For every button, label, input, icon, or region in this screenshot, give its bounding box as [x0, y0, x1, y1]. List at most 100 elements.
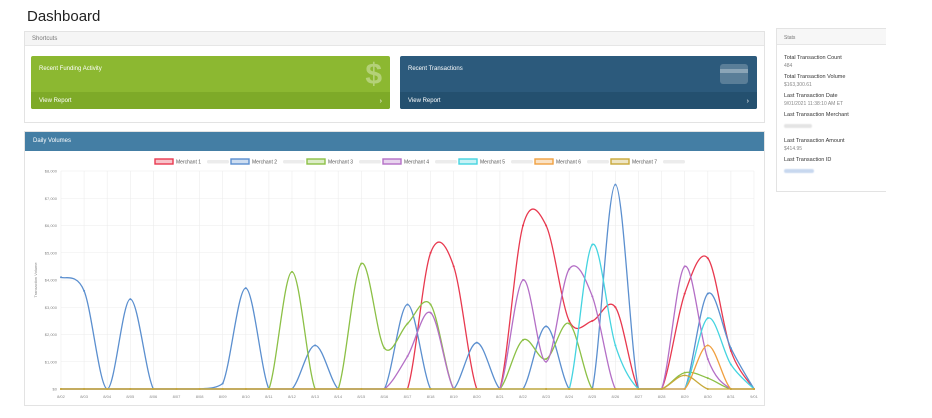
page-title: Dashboard	[27, 8, 101, 25]
data-point	[729, 388, 732, 390]
data-point	[83, 388, 86, 390]
data-point	[244, 388, 247, 390]
credit-card-icon	[720, 64, 748, 84]
shortcuts-header: Shortcuts	[25, 32, 764, 46]
data-point	[152, 388, 155, 390]
data-point	[60, 388, 62, 390]
legend-swatch	[458, 158, 478, 165]
transaction-id-link[interactable]	[784, 169, 814, 173]
x-tick-label: 9/01	[750, 394, 759, 399]
stat-label: Last Transaction Amount	[784, 138, 845, 144]
view-report-label: View Report	[39, 98, 72, 104]
legend-swatch	[306, 158, 326, 165]
legend-label: Merchant 6	[556, 160, 581, 166]
x-tick-label: 8/15	[357, 394, 366, 399]
legend-redacted-text	[435, 160, 457, 164]
x-tick-label: 8/14	[334, 394, 343, 399]
data-point	[706, 377, 709, 380]
legend-label: Merchant 3	[328, 160, 353, 166]
data-point	[706, 388, 709, 390]
y-tick-label: $2,000	[45, 332, 58, 337]
legend-swatch	[230, 158, 250, 165]
legend-redacted-text	[283, 160, 305, 164]
stat-label: Last Transaction Date	[784, 93, 838, 99]
daily-volumes-chart: $0 $1,000 $2,000 $3,000 $4,000 $5,000 $6,000 $7…	[33, 158, 759, 399]
x-tick-label: 8/09	[219, 394, 228, 399]
x-tick-label: 8/25	[588, 394, 597, 399]
legend-label: Merchant 1	[176, 160, 201, 166]
x-tick-label: 8/16	[381, 394, 390, 399]
y-tick-label: $0	[53, 387, 58, 392]
x-tick-label: 8/03	[80, 394, 89, 399]
legend-swatch	[154, 158, 174, 165]
data-point	[406, 355, 409, 358]
data-point	[337, 388, 340, 390]
data-point	[614, 183, 617, 186]
legend-redacted-text	[207, 160, 229, 164]
x-tick-label: 8/19	[450, 394, 459, 399]
data-point	[267, 388, 270, 390]
data-point	[429, 388, 432, 390]
data-point	[683, 388, 686, 390]
x-tick-label: 8/05	[126, 394, 135, 399]
data-point	[221, 388, 224, 390]
x-tick-label: 8/11	[265, 394, 273, 399]
data-point	[498, 388, 501, 390]
y-tick-label: $7,000	[45, 196, 58, 201]
data-point	[198, 388, 201, 390]
data-point	[429, 251, 432, 254]
data-point	[660, 388, 663, 390]
data-point	[545, 388, 548, 390]
recent-transactions-tile[interactable]: Recent Transactions View Report ›	[400, 56, 757, 109]
data-point	[614, 344, 617, 347]
data-point	[706, 257, 709, 260]
legend-swatch	[382, 158, 402, 165]
data-point	[753, 388, 755, 390]
data-point	[129, 388, 132, 390]
data-point	[729, 363, 732, 366]
data-point	[360, 262, 363, 265]
x-tick-label: 8/24	[565, 394, 574, 399]
tile-title: Recent Transactions	[408, 66, 463, 72]
data-point	[706, 344, 709, 347]
data-point	[614, 388, 617, 390]
redacted-merchant-name	[784, 124, 812, 128]
x-tick-label: 8/22	[519, 394, 528, 399]
data-point	[706, 317, 709, 320]
data-point	[683, 292, 686, 295]
x-tick-label: 8/21	[496, 394, 505, 399]
data-point	[591, 388, 594, 390]
y-tick-label: $3,000	[45, 305, 58, 310]
recent-funding-activity-tile[interactable]: Recent Funding Activity $ View Report ›	[31, 56, 390, 109]
data-point	[568, 388, 571, 390]
data-point	[706, 358, 709, 361]
data-point	[545, 325, 548, 328]
data-point	[406, 322, 409, 325]
stats-panel: Stats Total Transaction Count 484 Total …	[776, 28, 886, 192]
stat-value: 9/01/2021 11:38:10 AM ET	[784, 101, 844, 107]
data-point	[383, 347, 386, 350]
data-point	[244, 287, 247, 290]
data-point	[522, 388, 524, 390]
data-point	[314, 388, 317, 390]
data-point	[452, 265, 455, 268]
data-point	[729, 347, 732, 350]
legend-label: Merchant 4	[404, 160, 429, 166]
data-point	[429, 303, 432, 306]
x-tick-label: 8/30	[704, 394, 713, 399]
y-tick-label: $6,000	[45, 223, 58, 228]
x-tick-label: 8/08	[196, 394, 205, 399]
shortcuts-panel: Shortcuts Recent Funding Activity $ View…	[24, 31, 765, 123]
x-tick-label: 8/04	[103, 394, 112, 399]
data-point	[683, 265, 686, 268]
data-point	[106, 388, 109, 390]
view-report-link[interactable]: View Report ›	[31, 92, 390, 109]
data-point	[291, 270, 293, 273]
x-tick-label: 8/06	[150, 394, 159, 399]
data-point	[522, 224, 524, 227]
chevron-right-icon: ›	[379, 98, 382, 105]
stat-label: Total Transaction Count	[784, 55, 842, 61]
stat-label: Last Transaction Merchant	[784, 112, 849, 118]
view-report-link[interactable]: View Report ›	[400, 92, 757, 109]
data-point	[383, 388, 386, 390]
